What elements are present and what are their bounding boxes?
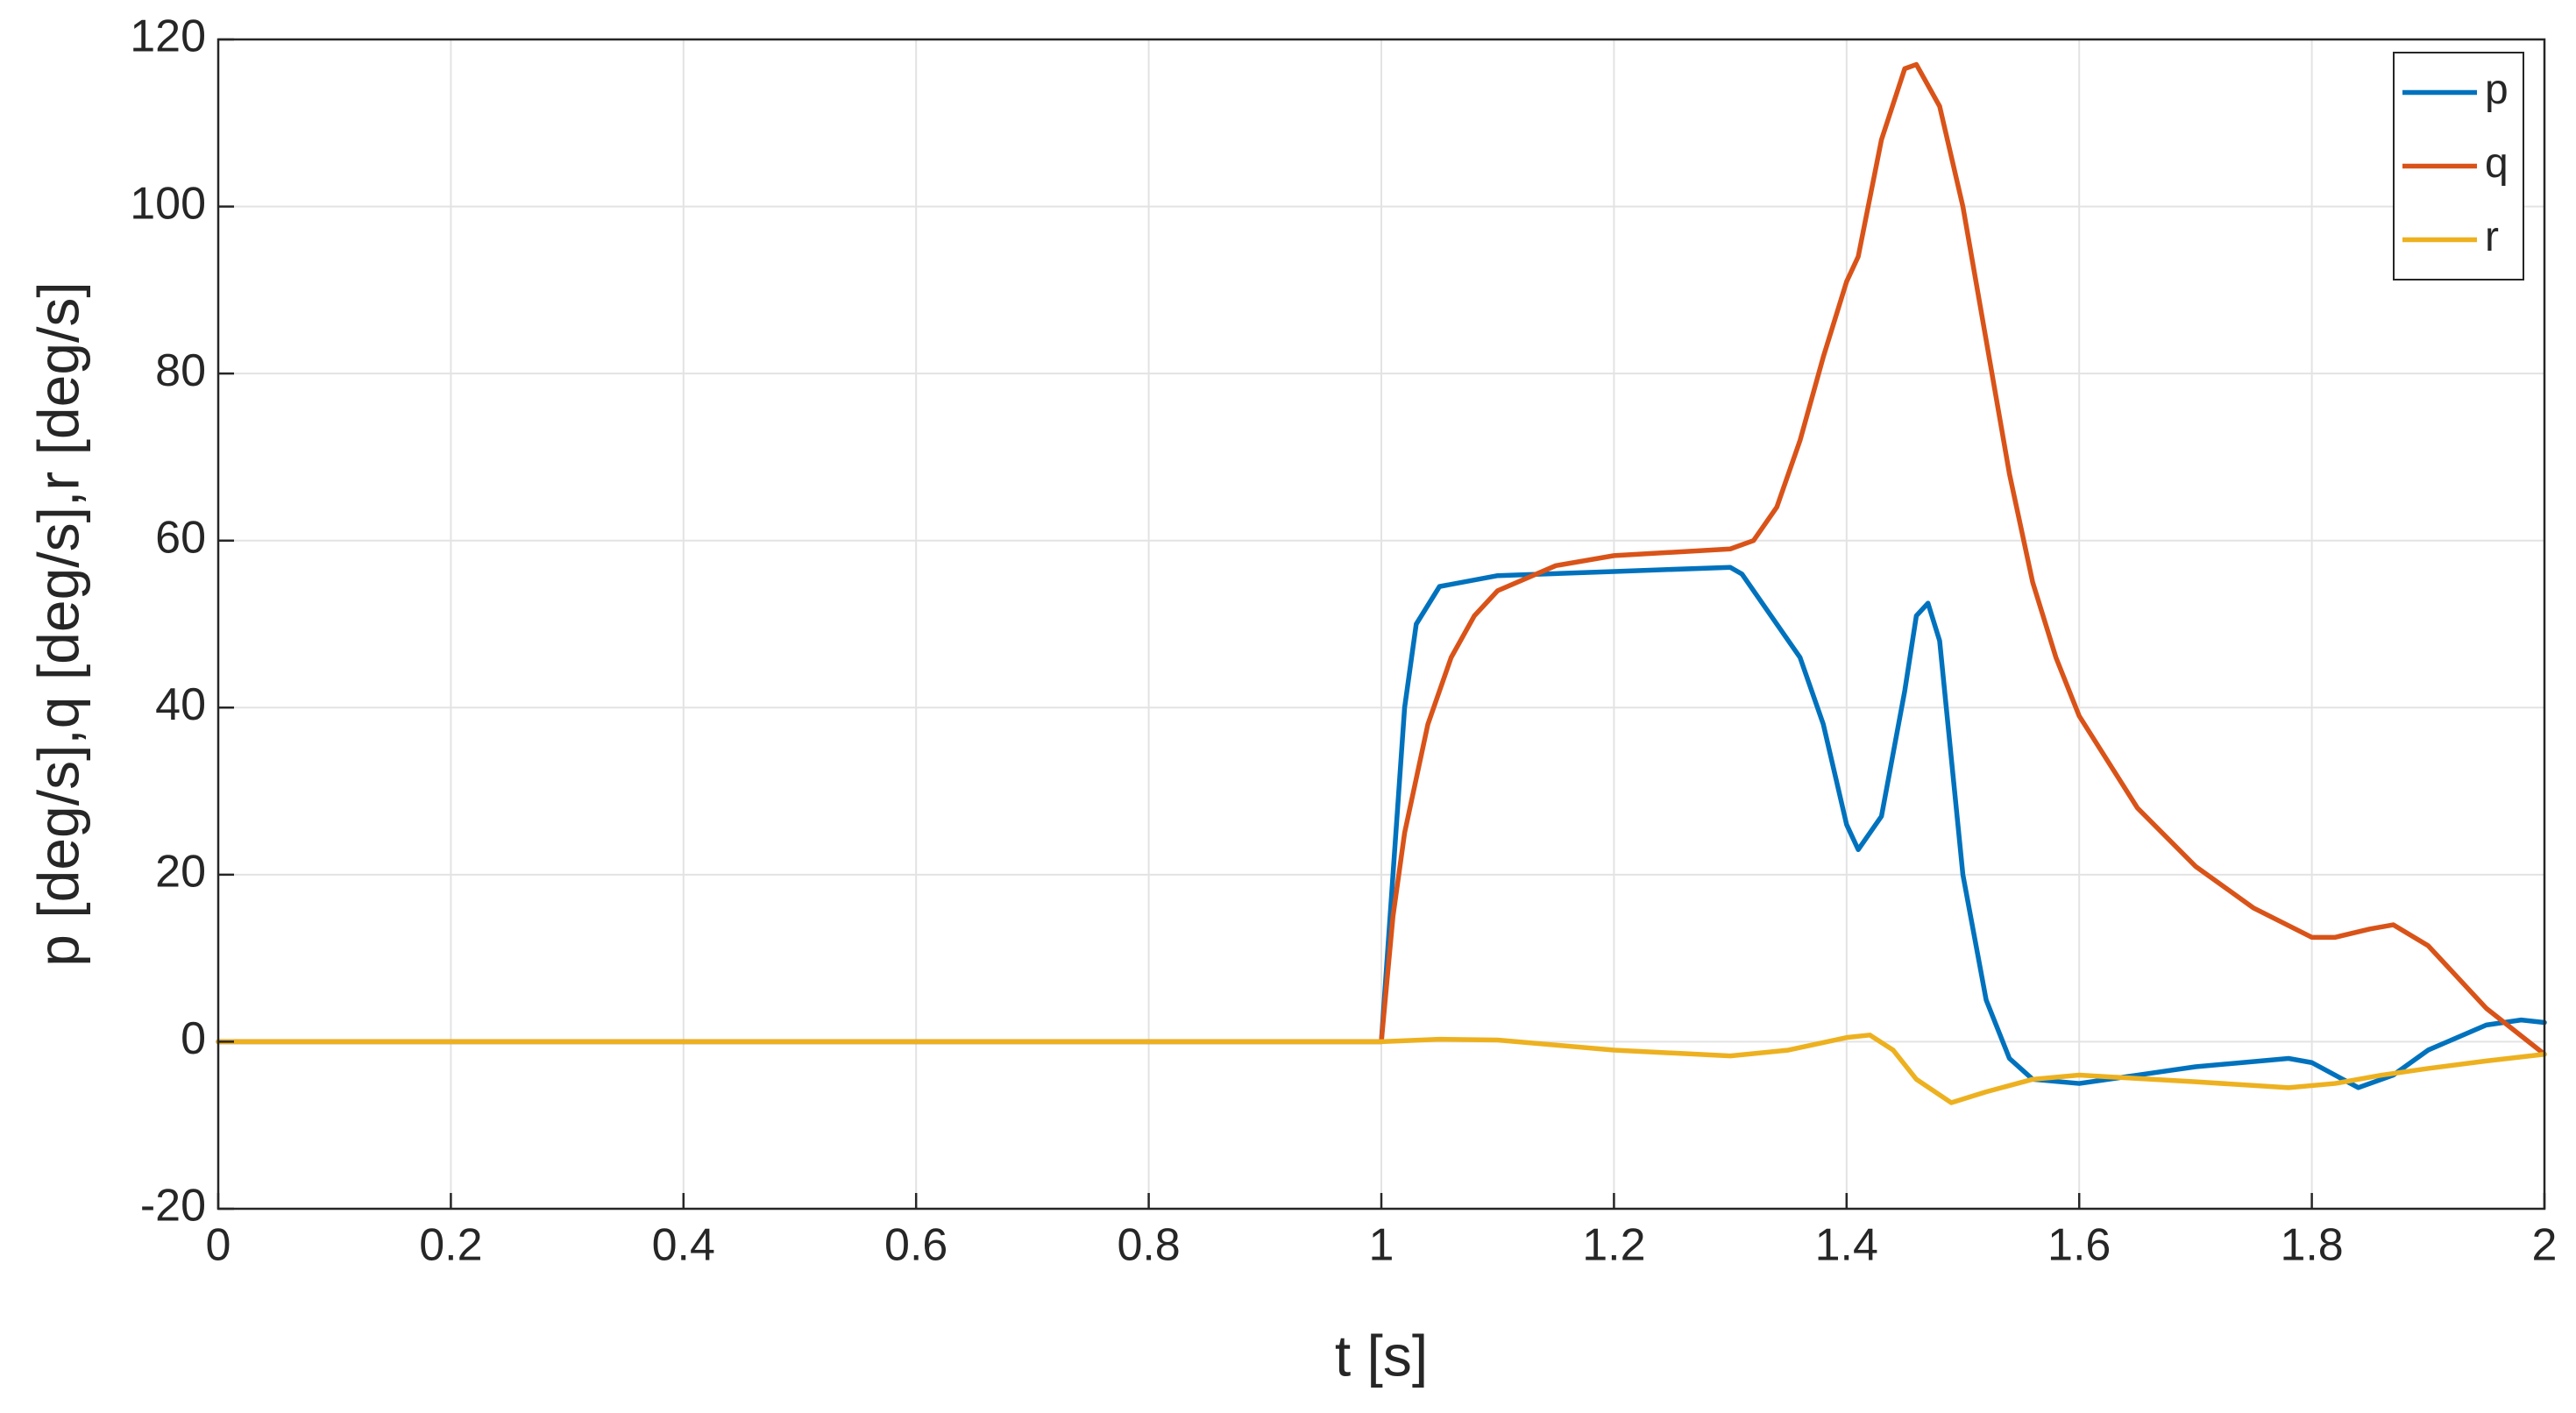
legend-label: r — [2485, 214, 2499, 260]
x-tick-label: 1.4 — [1815, 1220, 1878, 1271]
x-tick-label: 0.2 — [419, 1220, 482, 1271]
x-tick-label: 1.8 — [2280, 1220, 2343, 1271]
x-tick-label: 0.4 — [652, 1220, 715, 1271]
y-tick-label: 0 — [181, 1013, 206, 1064]
x-tick-label: 1.6 — [2047, 1220, 2111, 1271]
y-tick-label: 120 — [130, 11, 206, 62]
x-tick-label: 1 — [1369, 1220, 1394, 1271]
legend: pqr — [2393, 52, 2524, 280]
x-tick-label: 1.2 — [1582, 1220, 1645, 1271]
x-tick-label: 2 — [2532, 1220, 2558, 1271]
y-tick-label: 60 — [155, 512, 206, 563]
ticks: 0 0.2 0.4 0.6 0.8 1 1.2 1.4 1.6 1.8 2-200204060801… — [130, 11, 2557, 1271]
y-tick-label: 20 — [155, 847, 206, 898]
series-line — [216, 564, 2547, 1090]
y-tick-label: 80 — [155, 345, 206, 396]
legend-label: q — [2485, 140, 2509, 187]
x-tick-label: 0.6 — [884, 1220, 947, 1271]
y-tick-label: -20 — [140, 1181, 206, 1232]
y-tick-label: 40 — [155, 679, 206, 730]
x-tick-label: 0.8 — [1117, 1220, 1180, 1271]
series-line — [216, 1033, 2547, 1105]
plot-lines — [216, 61, 2547, 1105]
series-line — [216, 61, 2547, 1057]
y-axis-label: p [deg/s],q [deg/s],r [deg/s] — [25, 281, 90, 966]
x-tick-label: 0 — [206, 1220, 231, 1271]
y-tick-label: 100 — [130, 178, 206, 229]
x-axis-label: t [s] — [1335, 1323, 1428, 1388]
legend-label: p — [2485, 67, 2509, 113]
